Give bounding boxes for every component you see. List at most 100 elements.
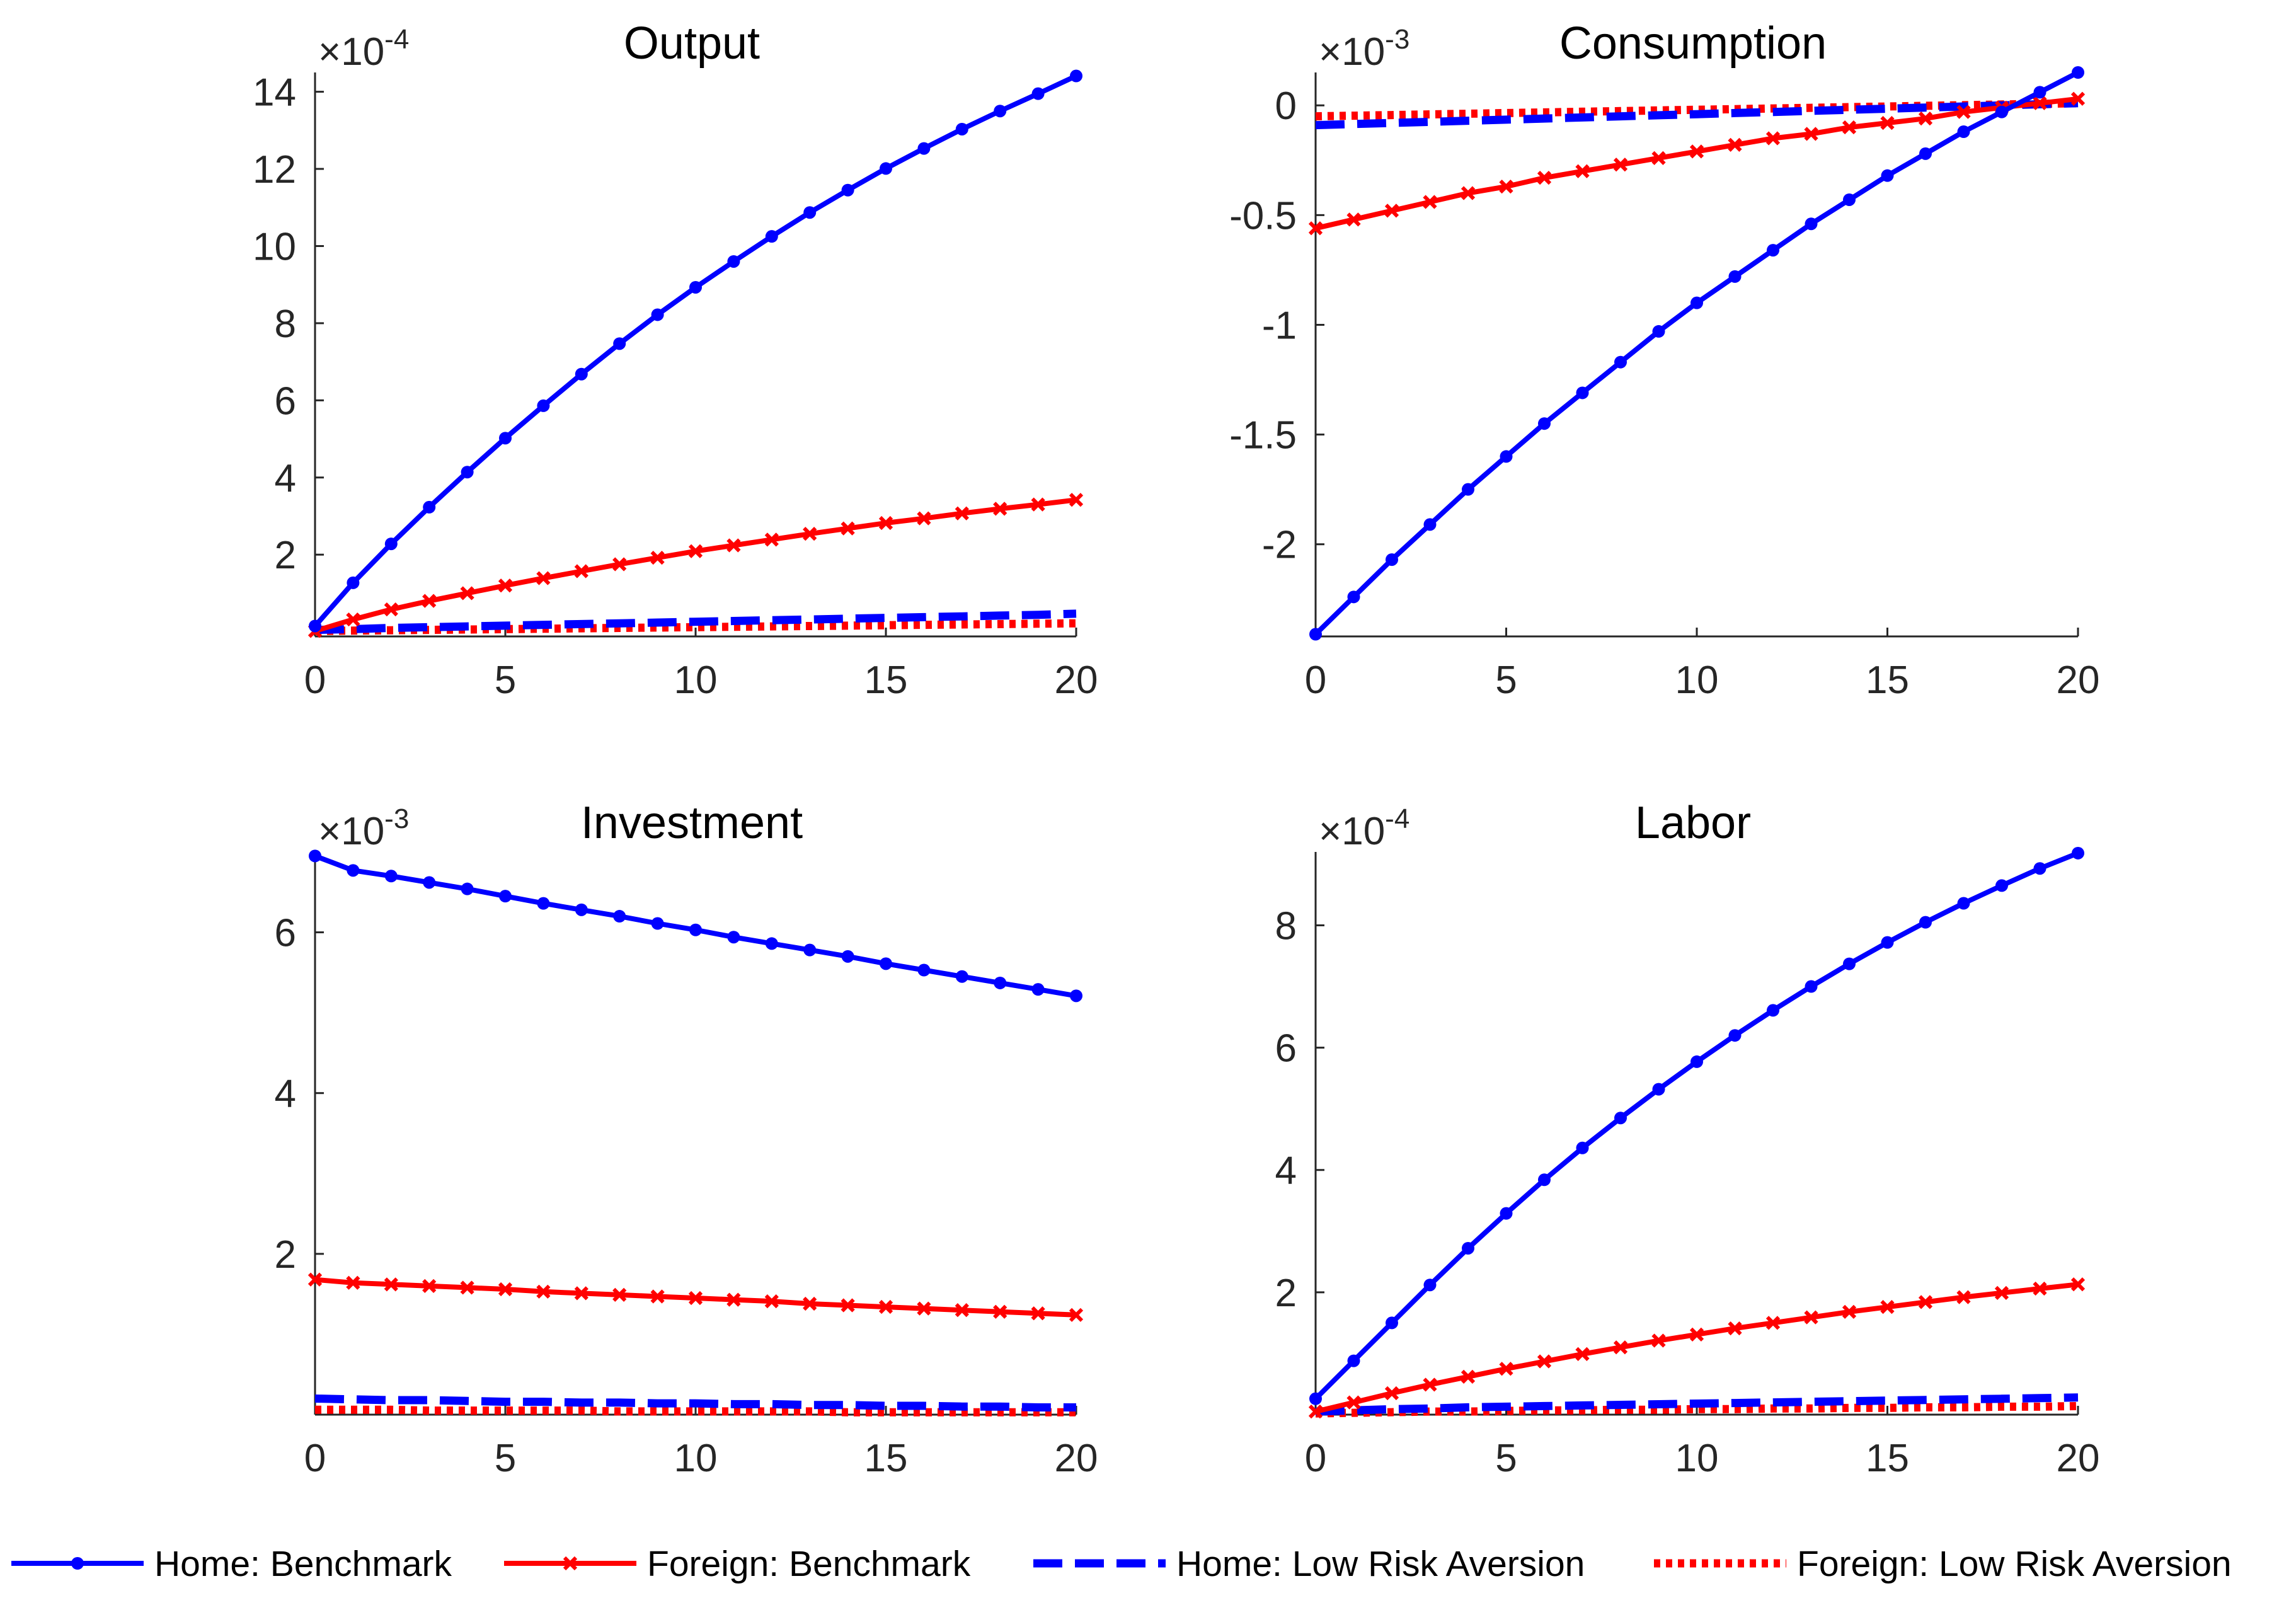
x-tick-label: 5: [495, 658, 516, 702]
data-point: [2033, 96, 2047, 110]
data-point: [1347, 1354, 1360, 1367]
data-point: [1880, 1300, 1895, 1314]
data-point: [1765, 1316, 1781, 1330]
data-point: [1842, 1304, 1857, 1319]
panel-output: 0 5 10 15 20 2 4 6 8 10 12 14 ×10-4 Output: [253, 18, 1098, 702]
x-tick-label: 15: [1866, 1437, 1909, 1480]
data-point: [1652, 325, 1665, 338]
series-foreign-benchmark: [1308, 1277, 2086, 1419]
legend-item-home-benchmark: Home: Benchmark: [11, 1544, 452, 1584]
y-tick-label: -1.5: [1229, 414, 1297, 457]
data-point: [1461, 1369, 1476, 1384]
data-point: [764, 1294, 779, 1309]
series-foreign-benchmark: [1308, 91, 2086, 236]
y-tick-label: 2: [1275, 1272, 1297, 1315]
data-point: [1308, 1405, 1323, 1419]
data-point: [1804, 127, 1818, 141]
data-point: [613, 337, 626, 350]
panel-investment: 0 5 10 15 20 2 4 6 ×10-3 Investment: [275, 798, 1098, 1480]
data-point: [994, 105, 1007, 118]
data-point: [423, 876, 436, 889]
legend-marker: [71, 1557, 84, 1570]
y-tick-label: 6: [275, 912, 296, 955]
data-point: [1614, 1112, 1627, 1125]
data-point: [1575, 1347, 1590, 1362]
legend-item-foreign-benchmark: Foreign: Benchmark: [504, 1544, 971, 1584]
data-point: [1651, 151, 1666, 165]
y-axis-exponent: ×10-4: [1319, 803, 1409, 853]
data-point: [1728, 270, 1742, 283]
data-point: [803, 943, 817, 957]
data-point: [994, 976, 1007, 989]
data-point: [2072, 66, 2084, 79]
data-point: [2072, 846, 2084, 859]
series-line: [1314, 851, 2079, 1401]
data-point: [347, 864, 360, 877]
series-line: [314, 497, 1077, 634]
x-tick-label: 10: [1675, 1437, 1719, 1480]
y-tick-label: -1: [1262, 304, 1297, 347]
data-point: [955, 122, 968, 135]
data-point: [1500, 1207, 1513, 1220]
data-point: [917, 963, 931, 977]
data-point: [346, 1275, 360, 1290]
data-point: [955, 506, 969, 520]
data-point: [1918, 1295, 1933, 1309]
x-tick-label: 20: [1055, 658, 1098, 702]
data-point: [993, 1304, 1007, 1319]
y-tick-label: 4: [1275, 1149, 1297, 1193]
legend-label: Foreign: Low Risk Aversion: [1797, 1544, 2232, 1584]
data-point: [1613, 158, 1628, 172]
data-point: [347, 576, 360, 589]
x-tick-label: 20: [1055, 1437, 1098, 1480]
series-line: [1315, 1393, 2079, 1416]
y-tick-label: 2: [275, 534, 296, 577]
series-line: [314, 1394, 1076, 1411]
y-axis-exponent: ×10-3: [318, 803, 409, 853]
data-point: [841, 950, 854, 963]
data-point: [384, 537, 398, 551]
data-point: [1689, 144, 1704, 159]
data-point: [574, 564, 588, 578]
x-tick-label: 5: [1495, 658, 1517, 702]
data-point: [612, 1287, 627, 1302]
data-point: [2070, 91, 2086, 106]
y-tick-label: -2: [1262, 524, 1297, 567]
data-point: [1423, 1279, 1437, 1292]
y-tick-label: -0.5: [1229, 194, 1297, 238]
data-point: [1576, 386, 1589, 400]
data-point: [384, 1277, 398, 1292]
x-tick-label: 10: [674, 1437, 718, 1480]
data-point: [650, 1289, 665, 1304]
data-point: [1805, 217, 1818, 231]
data-point: [651, 308, 664, 321]
data-point: [461, 882, 474, 895]
data-point: [1069, 1308, 1084, 1322]
x-tick-label: 20: [2057, 1437, 2100, 1480]
data-point: [765, 230, 778, 243]
data-point: [1728, 137, 1742, 152]
data-point: [1461, 186, 1476, 200]
data-point: [1919, 916, 1932, 929]
series-home-benchmark: [309, 849, 1082, 1003]
data-point: [423, 500, 436, 514]
data-point: [1918, 112, 1933, 126]
data-point: [498, 1282, 513, 1297]
legend-label: Home: Benchmark: [154, 1544, 452, 1584]
data-point: [575, 367, 588, 381]
x-tick-label: 0: [1305, 658, 1326, 702]
data-point: [1765, 131, 1781, 146]
panel-labor: 0 5 10 15 20 2 4 6 8 ×10-4 Labor: [1275, 798, 2100, 1480]
data-point: [1689, 1327, 1704, 1342]
series-home-low-risk-aversion: [314, 1394, 1076, 1411]
series-home-low-risk-aversion: [1315, 1393, 2079, 1416]
data-point: [726, 538, 741, 553]
data-point: [1384, 1386, 1399, 1401]
x-tick-label: 15: [1866, 658, 1909, 702]
series-home-benchmark: [1309, 846, 2084, 1405]
data-point: [1346, 212, 1361, 227]
data-point: [1031, 87, 1045, 100]
data-point: [689, 280, 702, 294]
x-tick-label: 10: [674, 658, 718, 702]
